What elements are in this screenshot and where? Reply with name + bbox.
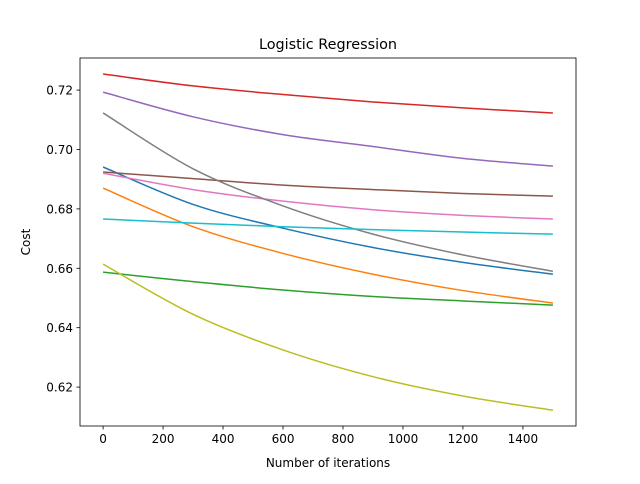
y-tick-label: 0.70 (46, 143, 73, 157)
y-tick-label: 0.72 (46, 84, 73, 98)
y-tick-label: 0.68 (46, 202, 73, 216)
y-tick-label: 0.64 (46, 321, 73, 335)
x-axis-label: Number of iterations (266, 456, 390, 470)
series-line-6 (102, 172, 553, 220)
x-tick-label: 800 (332, 432, 355, 446)
chart-title: Logistic Regression (259, 37, 397, 53)
y-axis-label: Cost (19, 228, 33, 255)
plot-frame (79, 57, 577, 427)
series-line-2 (103, 271, 553, 306)
x-tick-label: 1000 (388, 432, 419, 446)
series-line-4 (102, 91, 553, 167)
series-line-9 (103, 218, 553, 235)
x-tick-label: 200 (152, 432, 175, 446)
series-line-7 (102, 112, 554, 272)
x-tick-label: 600 (272, 432, 295, 446)
y-tick-label: 0.62 (46, 381, 73, 395)
y-tick-label: 0.66 (46, 262, 73, 276)
x-tick-label: 400 (212, 432, 235, 446)
series-line-3 (102, 73, 553, 114)
x-tick-label: 1400 (508, 432, 539, 446)
x-tick-label: 0 (99, 432, 107, 446)
series-line-8 (102, 263, 554, 411)
series-line-5 (103, 171, 553, 197)
series-line-0 (102, 166, 554, 275)
x-tick-label: 1200 (448, 432, 479, 446)
